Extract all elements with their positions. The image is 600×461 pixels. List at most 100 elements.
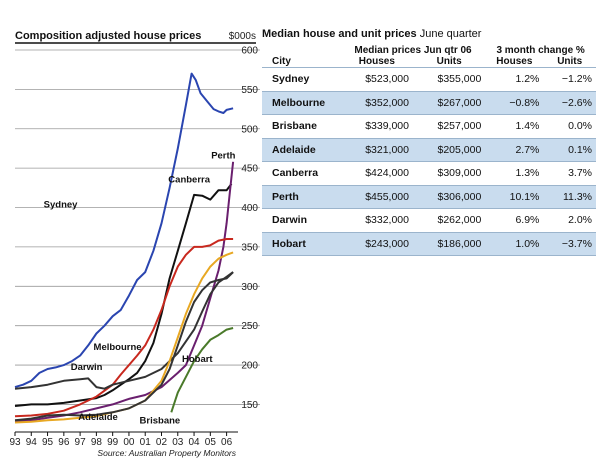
table-subtitle: June quarter (419, 28, 482, 40)
column-header-row: City Houses Units Houses Units (262, 56, 596, 68)
unit-price-cell: $257,000 (412, 114, 486, 138)
table-row: Brisbane $339,000 $257,000 1.4% 0.0% (262, 114, 596, 138)
group-header-prices: Median prices Jun qtr 06 (354, 45, 472, 56)
x-tick-label: 97 (75, 437, 87, 448)
y-tick-label: 150 (241, 400, 258, 411)
x-tick-label: 96 (58, 437, 70, 448)
group-header-change: 3 month change % (496, 45, 585, 56)
unit-change-cell: 0.0% (543, 114, 596, 138)
y-tick-label: 550 (241, 85, 258, 96)
series-line-canberra (14, 183, 233, 407)
unit-change-cell: 2.0% (543, 208, 596, 232)
house-change-cell: 6.9% (485, 208, 544, 232)
group-header-row: Median prices Jun qtr 06 3 month change … (262, 45, 596, 56)
unit-price-cell: $205,000 (412, 137, 486, 162)
y-tick-label: 200 (241, 361, 258, 372)
col-header-houses-price: Houses (358, 56, 395, 67)
series-label-perth: Perth (211, 151, 235, 162)
col-header-units-price: Units (436, 56, 462, 67)
x-tick-label: 99 (107, 437, 119, 448)
table-row: Sydney $523,000 $355,000 1.2% −1.2% (262, 67, 596, 91)
y-tick-labels: 150 200 250 300 350 400 450 500 550 600 (241, 46, 258, 411)
x-tick-label: 93 (9, 437, 21, 448)
house-price-cell: $339,000 (340, 114, 413, 138)
table-row: Perth $455,000 $306,000 10.1% 11.3% (262, 184, 596, 209)
unit-price-cell: $355,000 (412, 67, 486, 91)
house-change-cell: 2.7% (485, 137, 544, 162)
series-line-melbourne (14, 238, 234, 418)
city-cell: Canberra (262, 161, 341, 185)
y-tick-label: 300 (241, 282, 258, 293)
table-row: Hobart $243,000 $186,000 1.0% −3.7% (262, 231, 596, 256)
house-change-cell: 1.2% (485, 67, 544, 91)
y-tick-label: 400 (241, 203, 258, 214)
col-header-houses-change: Houses (496, 56, 533, 67)
unit-change-cell: −2.6% (543, 90, 596, 115)
unit-change-cell: −3.7% (543, 231, 596, 256)
series-label-hobart: Hobart (182, 354, 213, 365)
x-tick-label: 04 (188, 437, 200, 448)
series-label-melbourne: Melbourne (94, 342, 142, 353)
house-price-cell: $352,000 (340, 90, 413, 115)
x-tick-label: 98 (91, 437, 103, 448)
y-tick-label: 450 (241, 164, 258, 175)
house-change-cell: 1.0% (485, 231, 544, 256)
house-price-cell: $523,000 (340, 67, 413, 91)
house-price-cell: $424,000 (340, 161, 413, 185)
source-note: Source: Australian Property Monitors (97, 448, 236, 458)
unit-price-cell: $309,000 (412, 161, 486, 185)
x-tick-label: 06 (221, 437, 233, 448)
table-row: Canberra $424,000 $309,000 1.3% 3.7% (262, 161, 596, 185)
series-labels: Sydney Canberra Perth Melbourne Darwin Adelai… (44, 151, 236, 427)
series-label-darwin: Darwin (71, 362, 103, 373)
house-price-cell: $243,000 (340, 231, 413, 256)
unit-price-cell: $262,000 (412, 208, 486, 232)
x-tick-labels: 93 94 95 96 97 98 99 00 01 02 03 04 05 06 (9, 432, 233, 448)
series-lines (14, 72, 235, 424)
x-tick-label: 02 (156, 437, 168, 448)
unit-change-cell: 11.3% (543, 184, 596, 209)
chart-title: Composition adjusted house prices (15, 30, 201, 42)
series-label-brisbane: Brisbane (140, 415, 181, 426)
table-row: Darwin $332,000 $262,000 6.9% 2.0% (262, 208, 596, 232)
y-tick-label: 350 (241, 242, 258, 253)
city-cell: Hobart (262, 231, 341, 256)
y-tick-label: 250 (241, 321, 258, 332)
unit-change-cell: 3.7% (543, 161, 596, 185)
table-row: Adelaide $321,000 $205,000 2.7% 0.1% (262, 137, 596, 162)
series-label-adelaide: Adelaide (78, 412, 118, 423)
city-cell: Darwin (262, 208, 341, 232)
series-label-canberra: Canberra (168, 174, 210, 185)
y-unit-label: $000s (229, 31, 256, 42)
house-change-cell: 10.1% (485, 184, 544, 209)
col-header-city: City (272, 56, 291, 67)
series-line-sydney (14, 72, 234, 389)
unit-price-cell: $267,000 (412, 90, 486, 115)
table-row: Melbourne $352,000 $267,000 −0.8% −2.6% (262, 90, 596, 115)
house-change-cell: −0.8% (485, 90, 544, 115)
city-cell: Sydney (262, 67, 341, 91)
city-cell: Brisbane (262, 114, 341, 138)
x-tick-label: 00 (123, 437, 135, 448)
x-tick-label: 94 (26, 437, 38, 448)
x-tick-label: 03 (172, 437, 184, 448)
y-tick-label: 600 (241, 46, 258, 57)
unit-change-cell: −1.2% (543, 67, 596, 91)
unit-price-cell: $186,000 (412, 231, 486, 256)
table-body: Sydney $523,000 $355,000 1.2% −1.2% Melbourne… (262, 67, 596, 256)
house-price-cell: $455,000 (340, 184, 413, 209)
unit-change-cell: 0.1% (543, 137, 596, 162)
house-price-cell: $321,000 (340, 137, 413, 162)
x-tick-label: 01 (140, 437, 152, 448)
series-line-adelaide (14, 251, 234, 424)
y-tick-label: 500 (241, 124, 258, 135)
city-cell: Adelaide (262, 137, 341, 162)
series-line-darwin (14, 271, 234, 390)
x-tick-label: 95 (42, 437, 54, 448)
house-change-cell: 1.4% (485, 114, 544, 138)
table-title: Median house and unit prices June quarte… (262, 28, 481, 40)
series-line-hobart (170, 327, 234, 413)
house-price-cell: $332,000 (340, 208, 413, 232)
city-cell: Melbourne (262, 90, 341, 115)
x-tick-label: 05 (205, 437, 217, 448)
